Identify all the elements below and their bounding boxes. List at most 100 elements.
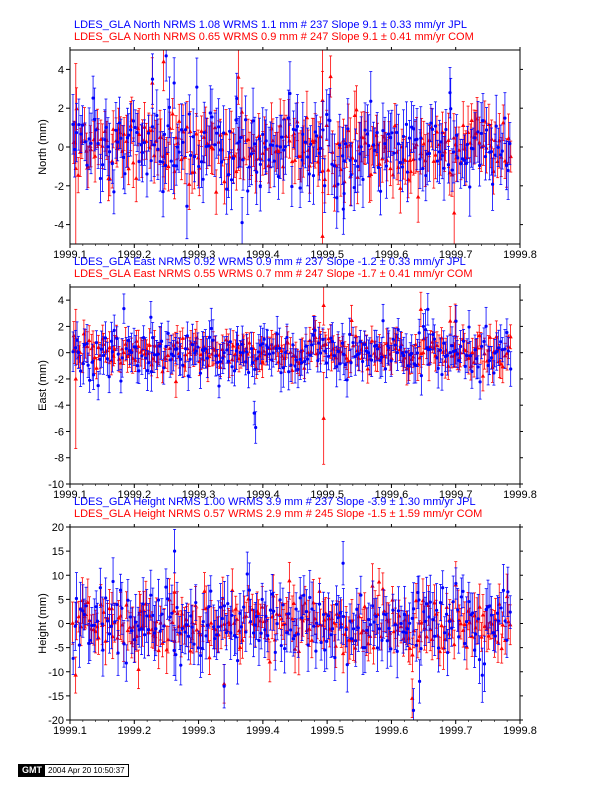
- data-point-com: [116, 615, 121, 620]
- data-point-jpl: [478, 163, 482, 168]
- data-point-jpl: [213, 143, 217, 147]
- data-point-jpl: [480, 344, 484, 348]
- data-point-jpl: [361, 359, 365, 364]
- data-point-jpl: [158, 159, 162, 164]
- data-point-jpl: [257, 137, 262, 141]
- data-point-com: [237, 628, 242, 633]
- data-point-jpl: [158, 344, 162, 348]
- data-point-jpl: [450, 168, 454, 172]
- data-point-com: [101, 609, 106, 614]
- data-point-com: [230, 343, 236, 348]
- data-point-jpl: [290, 184, 294, 189]
- data-point-jpl: [433, 124, 438, 128]
- data-point-com: [423, 158, 428, 163]
- data-point-jpl: [311, 174, 316, 178]
- data-point-jpl: [192, 155, 197, 159]
- data-point-jpl: [159, 339, 164, 343]
- data-point-com: [126, 166, 131, 171]
- data-point-jpl: [144, 356, 148, 360]
- data-point-jpl: [452, 150, 456, 154]
- data-point-com: [194, 627, 199, 632]
- data-point-com: [212, 347, 218, 352]
- data-point-jpl: [258, 184, 262, 188]
- data-point-jpl: [406, 364, 410, 368]
- data-point-jpl: [325, 112, 329, 117]
- data-point-jpl: [323, 184, 327, 188]
- data-point-com: [430, 339, 435, 344]
- data-point-jpl: [195, 85, 199, 89]
- panel-height: LDES_GLA Height NRMS 1.00 WRMS 3.9 mm # …: [37, 496, 537, 737]
- data-point-jpl: [188, 153, 193, 157]
- data-point-jpl: [489, 149, 494, 154]
- data-point-jpl: [478, 380, 482, 384]
- data-point-jpl: [203, 347, 207, 351]
- data-point-jpl: [167, 105, 172, 109]
- data-point-com: [121, 131, 127, 136]
- data-point-jpl: [241, 351, 245, 355]
- data-point-jpl: [402, 353, 406, 358]
- data-point-jpl: [275, 144, 279, 148]
- data-point-jpl: [463, 364, 467, 368]
- data-point-jpl: [393, 343, 397, 347]
- data-point-jpl: [315, 134, 319, 138]
- data-point-jpl: [201, 177, 205, 181]
- data-point-jpl: [495, 349, 499, 354]
- data-point-jpl: [476, 365, 480, 369]
- data-point-jpl: [294, 358, 298, 362]
- data-point-com: [328, 74, 333, 79]
- data-point-com: [482, 351, 487, 356]
- x-tick-label: 1999.7: [439, 249, 473, 261]
- data-point-jpl: [421, 166, 425, 171]
- data-point-jpl: [229, 178, 234, 182]
- data-point-com: [320, 233, 325, 238]
- data-point-jpl: [400, 165, 405, 169]
- data-point-jpl: [201, 349, 205, 353]
- data-point-jpl: [294, 128, 298, 132]
- data-point-jpl: [267, 158, 271, 162]
- x-tick-label: 1999.8: [503, 249, 537, 261]
- data-point-jpl: [496, 145, 500, 149]
- data-point-jpl: [96, 141, 100, 146]
- data-point-com: [194, 131, 199, 136]
- data-point-jpl: [407, 136, 412, 140]
- data-point-com: [167, 597, 172, 602]
- data-point-jpl: [90, 360, 94, 364]
- data-point-com: [291, 352, 296, 357]
- data-point-com: [207, 655, 212, 660]
- data-point-jpl: [265, 345, 270, 350]
- data-point-com: [433, 152, 438, 157]
- data-point-jpl: [230, 365, 234, 369]
- data-point-jpl: [499, 340, 503, 344]
- data-point-jpl: [181, 140, 185, 144]
- data-point-com: [86, 338, 92, 343]
- data-point-jpl: [82, 343, 86, 347]
- data-point-jpl: [307, 172, 311, 176]
- data-point-com: [407, 645, 413, 650]
- data-point-jpl: [454, 348, 458, 353]
- data-point-jpl: [116, 352, 120, 356]
- data-point-jpl: [169, 159, 173, 163]
- data-point-jpl: [187, 112, 191, 116]
- data-point-com: [246, 596, 251, 601]
- data-point-com: [392, 123, 398, 128]
- data-point-jpl: [85, 163, 89, 167]
- data-point-com: [353, 645, 358, 650]
- data-point-com: [486, 633, 491, 638]
- data-point-com: [202, 588, 207, 593]
- data-point-com: [96, 345, 101, 350]
- data-point-jpl: [149, 315, 153, 319]
- data-point-jpl: [401, 134, 406, 139]
- data-point-jpl: [183, 128, 188, 132]
- data-point-jpl: [499, 153, 503, 157]
- panel-north: LDES_GLA North NRMS 1.08 WRMS 1.1 mm # 2…: [37, 19, 537, 261]
- data-point-jpl: [328, 118, 332, 123]
- y-tick-label: -10: [48, 479, 64, 491]
- data-point-jpl: [228, 129, 232, 133]
- data-point-jpl: [503, 116, 507, 120]
- data-point-jpl: [225, 187, 229, 191]
- data-point-jpl: [149, 370, 153, 374]
- data-point-com: [371, 645, 376, 650]
- data-point-jpl: [251, 119, 255, 123]
- data-point-jpl: [321, 337, 325, 342]
- data-point-jpl: [445, 353, 449, 358]
